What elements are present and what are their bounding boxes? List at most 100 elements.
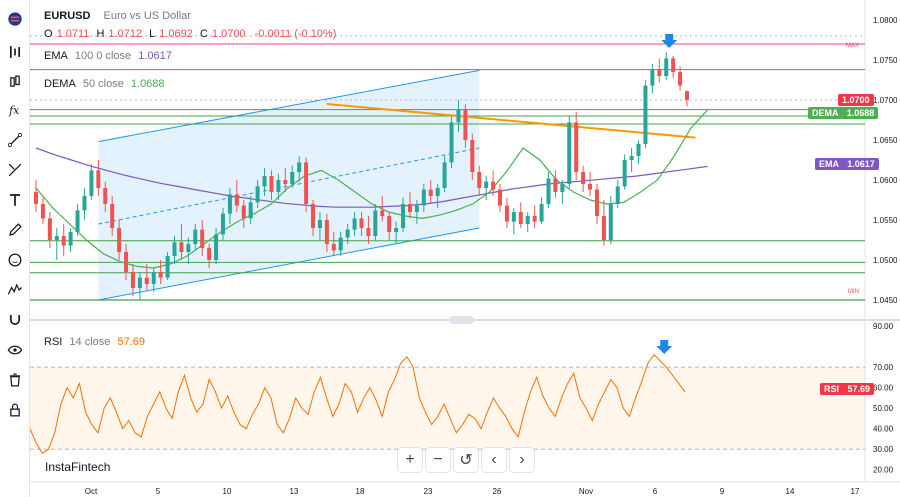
rsi-tag-label: RSI xyxy=(824,384,840,394)
candle-body xyxy=(504,205,509,222)
rsi-line xyxy=(30,354,686,455)
candle-body xyxy=(324,220,329,244)
close-value: 1.0700 xyxy=(211,28,246,40)
rsi-legend[interactable]: RSI 14 close 57.69 xyxy=(44,336,149,348)
candle-body xyxy=(636,144,641,156)
price-tick-label: 1.0700 xyxy=(873,96,898,105)
eye-icon[interactable] xyxy=(3,338,27,362)
candle-body xyxy=(207,248,212,260)
low-value: 1.0692 xyxy=(159,28,193,40)
brand-logo: InstaFintech xyxy=(45,460,111,474)
dema-tag-label: DEMA xyxy=(812,108,839,118)
high-value: 1.0712 xyxy=(108,28,143,40)
candle-body xyxy=(255,186,260,203)
candle-body xyxy=(47,218,52,240)
time-tick-label: Oct xyxy=(85,487,98,496)
candle-body xyxy=(442,162,447,188)
time-tick-label: 26 xyxy=(493,487,502,496)
time-tick-label: 17 xyxy=(851,487,860,496)
price-tick-label: 1.0750 xyxy=(873,56,898,65)
emoji-icon[interactable] xyxy=(3,248,27,272)
candle-body xyxy=(297,162,302,172)
text-icon[interactable] xyxy=(3,188,27,212)
rsi-tick-label: 90.00 xyxy=(873,322,894,331)
candle-body xyxy=(511,212,516,222)
zoom-controls: + − ↺ ‹ › xyxy=(398,448,534,472)
zoom-in-button[interactable]: + xyxy=(398,448,422,472)
lock-icon[interactable] xyxy=(3,398,27,422)
symbol-ticker[interactable]: EURUSD xyxy=(44,10,91,22)
candle-body xyxy=(588,184,593,190)
chart-canvas[interactable]: 1.0800 1.0750 1.0700 1.0650 1.0600 1.0550 1.05… xyxy=(30,0,900,497)
brush-icon[interactable] xyxy=(3,218,27,242)
magnet-icon[interactable] xyxy=(3,308,27,332)
pattern-icon[interactable] xyxy=(3,278,27,302)
close-label: C xyxy=(199,28,208,40)
time-tick-label: 9 xyxy=(720,487,725,496)
price-tick-label: 1.0600 xyxy=(873,176,898,185)
candle-body xyxy=(290,172,295,184)
candle-body xyxy=(643,85,648,144)
time-tick-label: 14 xyxy=(786,487,795,496)
candle-body xyxy=(234,194,239,206)
candle-body xyxy=(241,205,246,219)
candle-body xyxy=(352,218,357,230)
candle-body xyxy=(331,244,336,251)
candle-body xyxy=(615,186,620,204)
price-tick-label: 1.0650 xyxy=(873,136,898,145)
candle-body xyxy=(629,156,634,160)
rsi-tick-label: 70.00 xyxy=(873,363,894,372)
candle-body xyxy=(158,272,163,278)
channel-lower-line xyxy=(98,227,480,301)
bar-chart-icon[interactable] xyxy=(3,40,27,64)
candle-body xyxy=(449,122,454,163)
candle-body xyxy=(227,194,232,214)
chart-area[interactable]: 1.0800 1.0750 1.0700 1.0650 1.0600 1.0550 1.05… xyxy=(30,0,900,497)
candle-body xyxy=(560,184,565,192)
rsi-tag-value: 57.69 xyxy=(847,384,871,394)
candle-body xyxy=(89,170,94,196)
candle-body xyxy=(317,220,322,228)
rsi-params: 14 close xyxy=(69,336,111,348)
rsi-tick-label: 20.00 xyxy=(873,466,894,475)
candle-body xyxy=(54,236,59,240)
candle-body xyxy=(463,109,468,140)
candle-body xyxy=(34,192,38,204)
pane-resize-handle xyxy=(450,316,474,324)
candle-body xyxy=(40,204,45,219)
ema-legend[interactable]: EMA 100 0 close 1.0617 xyxy=(44,50,176,62)
candle-body xyxy=(525,216,530,224)
zoom-out-button[interactable]: − xyxy=(426,448,450,472)
trash-icon[interactable] xyxy=(3,368,27,392)
reset-view-button[interactable]: ↺ xyxy=(454,448,478,472)
ema-100-line xyxy=(35,147,708,208)
dema-legend[interactable]: DEMA 50 close 1.0688 xyxy=(44,78,169,90)
cross-draw-icon[interactable] xyxy=(3,158,27,182)
scroll-right-button[interactable]: › xyxy=(510,448,534,472)
candle-body xyxy=(470,140,475,172)
candle-body xyxy=(165,256,170,278)
candle-body xyxy=(283,180,288,184)
candle-body xyxy=(193,229,198,244)
candle-icon[interactable] xyxy=(3,70,27,94)
candle-body xyxy=(518,212,523,224)
time-tick-label: 23 xyxy=(424,487,433,496)
max-label: MAX xyxy=(846,43,860,49)
ema-tag-value: 1.0617 xyxy=(847,159,875,169)
time-tick-label: 10 xyxy=(223,487,232,496)
scroll-left-button[interactable]: ‹ xyxy=(482,448,506,472)
candle-body xyxy=(498,189,503,206)
candle-body xyxy=(103,188,108,204)
candle-body xyxy=(421,189,426,206)
fx-icon[interactable]: fx xyxy=(3,98,27,122)
rsi-down-arrow xyxy=(656,340,673,354)
node-icon[interactable] xyxy=(3,128,27,152)
candle-body xyxy=(401,204,406,228)
candle-body xyxy=(345,229,350,238)
dema-value: 1.0688 xyxy=(130,78,165,90)
candle-body xyxy=(359,218,364,228)
rsi-tick-label: 60.00 xyxy=(873,384,894,393)
candle-body xyxy=(186,244,191,252)
flag-icon[interactable] xyxy=(3,7,27,31)
time-tick-label: 13 xyxy=(290,487,299,496)
